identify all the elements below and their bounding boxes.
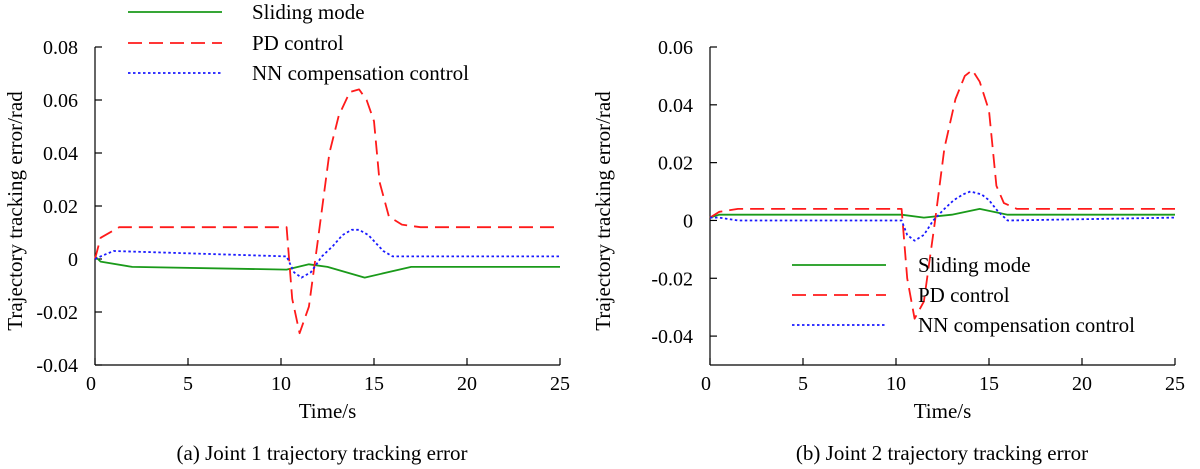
chart-caption: (a) Joint 1 trajectory tracking error <box>177 441 468 465</box>
chart-caption: (b) Joint 2 trajectory tracking error <box>796 441 1088 465</box>
y-tick-label: 0.04 <box>43 143 78 165</box>
y-tick-label: 0.08 <box>43 37 78 59</box>
x-tick-label: 15 <box>979 373 999 395</box>
y-tick-label: -0.04 <box>36 355 78 377</box>
y-tick-label: 0.04 <box>658 95 693 117</box>
series-line-0 <box>709 207 1175 219</box>
legend-label-1: PD control <box>918 283 1010 307</box>
series-line-1 <box>709 69 1175 320</box>
series-line-2 <box>710 190 1176 242</box>
y-tick-label: 0.06 <box>658 37 693 59</box>
y-tick-label: 0 <box>683 210 693 232</box>
series-line-0 <box>94 255 560 279</box>
y-axis-label: Trajectory tracking error/rad <box>3 91 27 331</box>
x-tick-label: 5 <box>183 373 193 395</box>
chart-joint-1: 0 5 10 15 20 25 -0.04 -0.02 0 0.02 0.04 0.06 0.08 Sli… <box>3 0 570 465</box>
legend-label-1: PD control <box>252 31 344 55</box>
x-tick-label: 25 <box>1165 373 1185 395</box>
y-tick-label: -0.02 <box>36 302 78 324</box>
x-tick-label: 0 <box>701 373 711 395</box>
legend-label-2: NN compensation control <box>252 61 469 85</box>
legend-label-0: Sliding mode <box>252 0 365 24</box>
y-tick-label: -0.02 <box>651 268 693 290</box>
legend-label-2: NN compensation control <box>918 313 1135 337</box>
chart-joint-2: 0 5 10 15 20 25 -0.04 -0.02 0 0.02 0.04 0.06 Sliding… <box>591 37 1185 465</box>
x-tick-label: 20 <box>457 373 477 395</box>
x-tick-label: 15 <box>364 373 384 395</box>
series-line-2 <box>94 228 560 279</box>
y-tick-label: 0.02 <box>43 196 78 218</box>
x-tick-label: 10 <box>886 373 906 395</box>
x-axis-label: Time/s <box>914 399 972 423</box>
x-tick-label: 10 <box>271 373 291 395</box>
y-tick-label: -0.04 <box>651 326 693 348</box>
x-tick-label: 5 <box>798 373 808 395</box>
y-tick-label: 0 <box>68 249 78 271</box>
y-tick-label: 0.06 <box>43 90 78 112</box>
x-axis-label: Time/s <box>299 399 357 423</box>
legend-label-0: Sliding mode <box>918 253 1031 277</box>
x-tick-label: 0 <box>86 373 96 395</box>
x-tick-label: 25 <box>550 373 570 395</box>
series-line-1 <box>94 88 560 335</box>
x-tick-label: 20 <box>1072 373 1092 395</box>
y-tick-label: 0.02 <box>658 153 693 175</box>
y-axis-label: Trajectory tracking error/rad <box>591 91 615 331</box>
